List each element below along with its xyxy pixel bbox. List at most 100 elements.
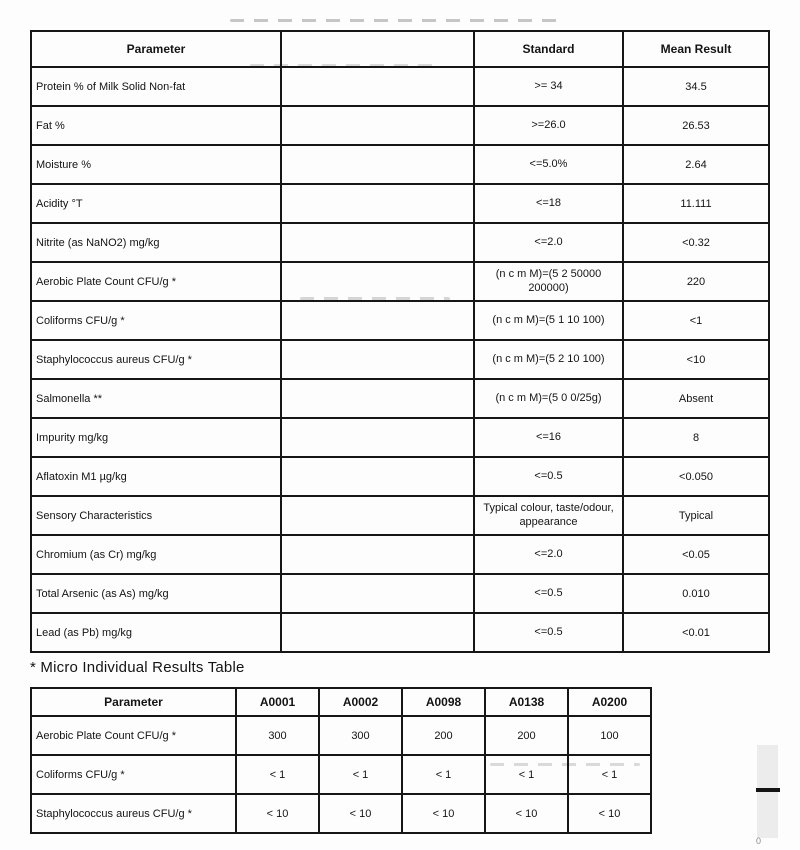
sample-value-cell: < 1 (235, 754, 320, 795)
blank-cell (280, 495, 475, 536)
table-row: Aerobic Plate Count CFU/g * (n c m M)=(5… (30, 261, 770, 302)
blank-cell (280, 417, 475, 458)
mean-result-cell: 220 (622, 261, 770, 302)
mean-result-cell: <1 (622, 300, 770, 341)
sample-value-cell: < 10 (401, 793, 486, 834)
sample-value-cell: < 10 (318, 793, 403, 834)
spec-table: Parameter Standard Mean Result Protein %… (30, 30, 770, 653)
table-row: Protein % of Milk Solid Non-fat >= 34 34… (30, 66, 770, 107)
sample-value-cell: < 10 (567, 793, 652, 834)
param-cell: Chromium (as Cr) mg/kg (30, 534, 282, 575)
blank-cell (280, 144, 475, 185)
table-row: Coliforms CFU/g * (n c m M)=(5 1 10 100)… (30, 300, 770, 341)
table-row: Sensory Characteristics Typical colour, … (30, 495, 770, 536)
table-row: Acidity °T <=18 11.111 (30, 183, 770, 224)
sample-value-cell: 200 (401, 715, 486, 756)
param-cell: Impurity mg/kg (30, 417, 282, 458)
param-cell: Moisture % (30, 144, 282, 185)
blank-cell (280, 573, 475, 614)
param-cell: Total Arsenic (as As) mg/kg (30, 573, 282, 614)
standard-cell: Typical colour, taste/odour, appearance (473, 495, 624, 536)
blank-cell (280, 300, 475, 341)
table-row: Aerobic Plate Count CFU/g * 300 300 200 … (30, 715, 652, 756)
standard-cell: <=0.5 (473, 573, 624, 614)
sample-value-cell: < 1 (318, 754, 403, 795)
blank-cell (280, 222, 475, 263)
mean-result-cell: <10 (622, 339, 770, 380)
mean-result-cell: <0.32 (622, 222, 770, 263)
param-cell: Coliforms CFU/g * (30, 754, 237, 795)
standard-cell: (n c m M)=(5 1 10 100) (473, 300, 624, 341)
param-cell: Staphylococcus aureus CFU/g * (30, 793, 237, 834)
standard-cell: <=2.0 (473, 222, 624, 263)
table-row: Coliforms CFU/g * < 1 < 1 < 1 < 1 < 1 (30, 754, 652, 795)
mean-result-cell: 2.64 (622, 144, 770, 185)
blank-cell (280, 612, 475, 653)
standard-cell: <=16 (473, 417, 624, 458)
param-cell: Aerobic Plate Count CFU/g * (30, 261, 282, 302)
sample-value-cell: 300 (318, 715, 403, 756)
mean-result-cell: 11.111 (622, 183, 770, 224)
blank-cell (280, 534, 475, 575)
table-row: Lead (as Pb) mg/kg <=0.5 <0.01 (30, 612, 770, 653)
param-cell: Coliforms CFU/g * (30, 300, 282, 341)
standard-cell: <=5.0% (473, 144, 624, 185)
sample-value-cell: < 1 (401, 754, 486, 795)
param-cell: Nitrite (as NaNO2) mg/kg (30, 222, 282, 263)
col-header-standard: Standard (473, 30, 624, 68)
table-row: Salmonella ** (n c m M)=(5 0 0/25g) Abse… (30, 378, 770, 419)
blank-cell (280, 378, 475, 419)
sample-value-cell: < 10 (235, 793, 320, 834)
scan-artifact-top (230, 19, 560, 22)
standard-cell: <=2.0 (473, 534, 624, 575)
table-row: Fat % >=26.0 26.53 (30, 105, 770, 146)
blank-cell (280, 66, 475, 107)
standard-cell: (n c m M)=(5 2 50000 200000) (473, 261, 624, 302)
blank-cell (280, 105, 475, 146)
spec-header-row: Parameter Standard Mean Result (30, 30, 770, 68)
sample-value-cell: < 1 (567, 754, 652, 795)
param-cell: Aerobic Plate Count CFU/g * (30, 715, 237, 756)
standard-cell: <=0.5 (473, 612, 624, 653)
scan-artifact-corner-mark: 0 (756, 836, 762, 846)
micro-table-title: * Micro Individual Results Table (30, 659, 245, 676)
blank-cell (280, 183, 475, 224)
blank-cell (280, 261, 475, 302)
col-header-parameter: Parameter (30, 687, 237, 717)
table-row: Impurity mg/kg <=16 8 (30, 417, 770, 458)
scan-artifact-dash (756, 788, 780, 792)
sample-value-cell: 300 (235, 715, 320, 756)
table-row: Total Arsenic (as As) mg/kg <=0.5 0.010 (30, 573, 770, 614)
standard-cell: >= 34 (473, 66, 624, 107)
mean-result-cell: 8 (622, 417, 770, 458)
blank-cell (280, 456, 475, 497)
scan-artifact-band (757, 745, 778, 838)
table-row: Moisture % <=5.0% 2.64 (30, 144, 770, 185)
col-header-sample-a0138: A0138 (484, 687, 569, 717)
param-cell: Staphylococcus aureus CFU/g * (30, 339, 282, 380)
mean-result-cell: 26.53 (622, 105, 770, 146)
param-cell: Acidity °T (30, 183, 282, 224)
table-row: Staphylococcus aureus CFU/g * (n c m M)=… (30, 339, 770, 380)
sample-value-cell: 200 (484, 715, 569, 756)
sample-value-cell: < 1 (484, 754, 569, 795)
table-row: Staphylococcus aureus CFU/g * < 10 < 10 … (30, 793, 652, 834)
mean-result-cell: 0.010 (622, 573, 770, 614)
table-row: Chromium (as Cr) mg/kg <=2.0 <0.05 (30, 534, 770, 575)
standard-cell: (n c m M)=(5 2 10 100) (473, 339, 624, 380)
standard-cell: (n c m M)=(5 0 0/25g) (473, 378, 624, 419)
param-cell: Salmonella ** (30, 378, 282, 419)
mean-result-cell: Typical (622, 495, 770, 536)
param-cell: Fat % (30, 105, 282, 146)
sample-value-cell: < 10 (484, 793, 569, 834)
mean-result-cell: <0.05 (622, 534, 770, 575)
col-header-sample-a0098: A0098 (401, 687, 486, 717)
col-header-sample-a0001: A0001 (235, 687, 320, 717)
col-header-blank (280, 30, 475, 68)
table-row: Nitrite (as NaNO2) mg/kg <=2.0 <0.32 (30, 222, 770, 263)
mean-result-cell: Absent (622, 378, 770, 419)
micro-table: Parameter A0001 A0002 A0098 A0138 A0200 … (30, 687, 652, 834)
blank-cell (280, 339, 475, 380)
col-header-sample-a0200: A0200 (567, 687, 652, 717)
mean-result-cell: <0.01 (622, 612, 770, 653)
